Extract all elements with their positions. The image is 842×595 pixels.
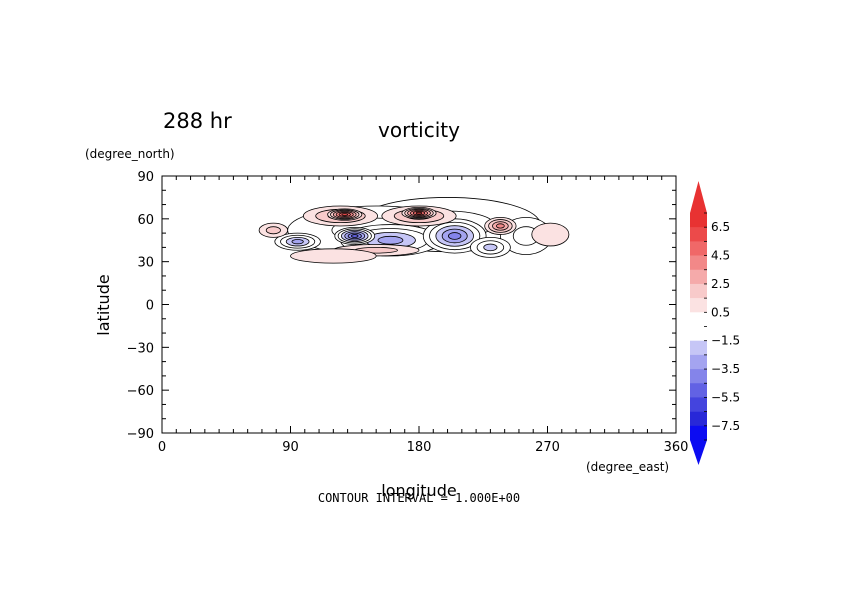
contour-band [265, 226, 281, 235]
contour-band [448, 232, 462, 240]
contour-band [377, 235, 404, 245]
x-unit-label: (degree_east) [586, 460, 669, 474]
colorbar-label: 6.5 [711, 220, 730, 234]
contour-band [341, 213, 349, 216]
colorbar-swatch [690, 255, 707, 271]
colorbar-swatch [690, 241, 707, 256]
colorbar-swatch [690, 369, 707, 384]
colorbar-swatch [690, 411, 707, 427]
y-unit-label: (degree_north) [85, 147, 175, 161]
y-tick-label: 0 [146, 299, 154, 314]
colorbar-swatch [690, 269, 707, 285]
contour-band [415, 211, 423, 215]
colorbar-swatch [690, 383, 707, 398]
axis-ticks [161, 175, 677, 434]
y-tick-label: −60 [127, 384, 154, 399]
x-tick-label: 90 [282, 440, 299, 455]
x-tick-label: 180 [407, 440, 432, 455]
colorbar-label: 0.5 [711, 305, 730, 319]
colorbar-label: 4.5 [711, 249, 730, 263]
colorbar-swatch [690, 298, 707, 313]
contour-band [291, 239, 304, 245]
y-tick-label: 90 [137, 170, 154, 185]
contour-interval-text: CONTOUR INTERVAL = 1.000E+00 [318, 491, 520, 505]
x-tick-label: 360 [664, 440, 689, 455]
colorbar-label: 2.5 [711, 277, 730, 291]
colorbar-label: −1.5 [711, 334, 740, 348]
colorbar-swatch [690, 213, 707, 228]
y-tick-label: 60 [137, 213, 154, 228]
colorbar-label: −3.5 [711, 362, 740, 376]
colorbar-swatch [690, 397, 707, 412]
axis-tick-labels: 0 90 180 270 360 90 60 30 0 −30 −60 −90 [127, 170, 689, 455]
x-axis-label: longitude [381, 481, 456, 500]
colorbar-label: −7.5 [711, 419, 740, 433]
colorbar-swatch [690, 425, 707, 441]
colorbar-top-arrow [690, 181, 707, 213]
contour-fill-layer [258, 197, 570, 264]
y-tick-label: −90 [127, 427, 154, 442]
colorbar-swatch [690, 326, 707, 341]
colorbar-swatch [690, 340, 707, 356]
chart-title: vorticity [378, 118, 460, 142]
y-axis-label: latitude [94, 274, 113, 335]
colorbar-swatch [690, 227, 707, 242]
colorbar-bottom-arrow [690, 440, 707, 465]
contour-band [483, 243, 498, 252]
colorbar-swatch [690, 283, 707, 299]
y-tick-label: −30 [127, 341, 154, 356]
x-tick-label: 0 [158, 440, 166, 455]
colorbar: 6.5 4.5 2.5 0.5 −1.5 −3.5 −5.5 −7.5 [690, 181, 740, 465]
colorbar-swatch [690, 312, 707, 327]
contour-band [531, 222, 570, 247]
colorbar-swatch [690, 354, 707, 370]
colorbar-label: −5.5 [711, 390, 740, 404]
contour-band [290, 248, 377, 264]
y-tick-label: 30 [137, 256, 154, 271]
contour-band [351, 234, 359, 238]
contour-band [496, 223, 505, 229]
time-label: 288 hr [163, 109, 232, 133]
x-tick-label: 270 [535, 440, 560, 455]
